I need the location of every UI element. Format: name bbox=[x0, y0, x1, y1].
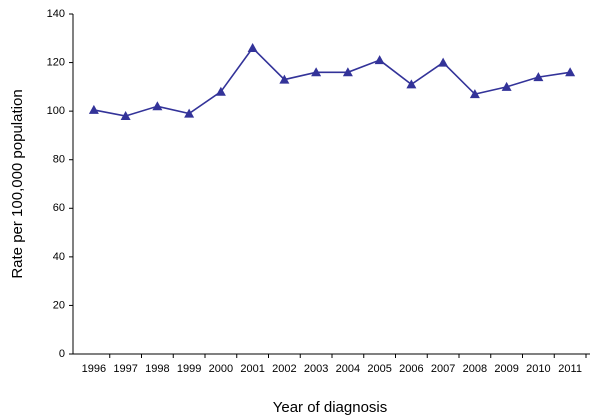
y-tick-label: 60 bbox=[53, 202, 65, 214]
x-tick-label: 2008 bbox=[463, 363, 487, 375]
x-tick-label: 2010 bbox=[526, 363, 550, 375]
marker bbox=[152, 101, 163, 111]
x-tick-label: 2002 bbox=[272, 363, 296, 375]
y-tick-label: 100 bbox=[47, 105, 65, 117]
marker bbox=[215, 86, 226, 96]
y-axis-title: Rate per 100,000 population bbox=[9, 89, 26, 278]
marker bbox=[501, 81, 512, 91]
marker bbox=[438, 57, 449, 67]
y-tick-label: 140 bbox=[47, 8, 65, 20]
x-tick-label: 2009 bbox=[494, 363, 518, 375]
marker bbox=[374, 55, 385, 65]
x-tick-label: 1997 bbox=[113, 363, 137, 375]
marker bbox=[469, 89, 480, 99]
marker bbox=[342, 67, 353, 77]
y-tick-label: 40 bbox=[53, 251, 65, 263]
x-tick-label: 2003 bbox=[304, 363, 328, 375]
marker bbox=[88, 104, 99, 114]
x-tick-label: 1998 bbox=[145, 363, 169, 375]
marker bbox=[406, 79, 417, 89]
x-tick-label: 2000 bbox=[209, 363, 233, 375]
y-tick-label: 120 bbox=[47, 56, 65, 68]
x-tick-label: 2007 bbox=[431, 363, 455, 375]
x-tick-label: 2005 bbox=[367, 363, 391, 375]
x-tick-label: 2001 bbox=[240, 363, 264, 375]
marker bbox=[311, 67, 322, 77]
x-tick-label: 2006 bbox=[399, 363, 423, 375]
x-axis-title: Year of diagnosis bbox=[273, 399, 388, 416]
y-tick-label: 80 bbox=[53, 154, 65, 166]
x-tick-label: 1996 bbox=[82, 363, 106, 375]
marker bbox=[247, 43, 258, 52]
marker bbox=[533, 72, 544, 82]
x-tick-label: 2004 bbox=[336, 363, 360, 375]
marker bbox=[184, 108, 195, 118]
marker bbox=[565, 67, 576, 77]
x-tick-label: 2011 bbox=[558, 363, 582, 375]
y-tick-label: 0 bbox=[59, 348, 65, 360]
y-tick-label: 20 bbox=[53, 299, 65, 311]
marker bbox=[120, 111, 131, 120]
series-line bbox=[93, 46, 571, 117]
x-tick-label: 1999 bbox=[177, 363, 201, 375]
marker bbox=[279, 74, 290, 84]
